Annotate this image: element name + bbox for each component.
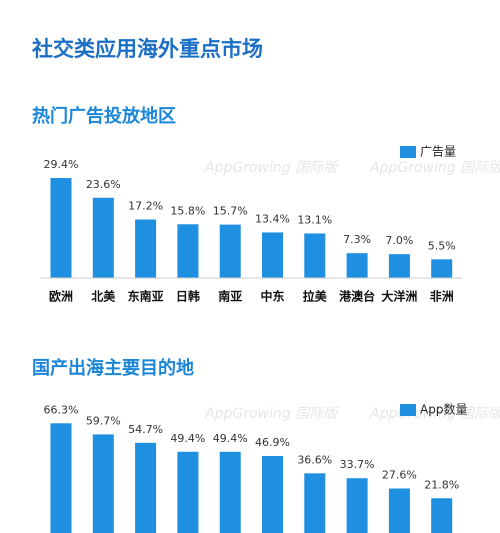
bar <box>219 224 241 278</box>
x-tick-label: 东南亚 <box>128 289 164 304</box>
value-label: 36.6% <box>297 453 332 466</box>
x-tick-label: 日韩 <box>176 289 200 304</box>
x-tick-label: 港澳台 <box>339 289 375 304</box>
bar <box>92 197 114 278</box>
bar <box>50 178 72 278</box>
legend-label: App数量 <box>420 402 467 417</box>
legend-label: 广告量 <box>420 145 456 159</box>
x-tick-label: 中东 <box>260 289 284 304</box>
bar <box>431 259 453 278</box>
value-label: 59.7% <box>86 414 121 427</box>
value-label: 15.8% <box>170 204 205 217</box>
bar <box>262 455 283 533</box>
bar <box>177 224 199 278</box>
chart-title: 热门广告投放地区 <box>32 105 176 127</box>
watermark: AppGrowing 国际版 <box>204 406 339 422</box>
value-label: 7.0% <box>385 234 413 247</box>
x-tick-label: 大洋洲 <box>381 289 417 304</box>
bar <box>304 233 326 278</box>
bar <box>262 232 283 278</box>
value-label: 46.9% <box>255 436 290 449</box>
value-label: 66.3% <box>44 403 79 416</box>
value-label: 5.5% <box>428 239 456 252</box>
bar <box>135 219 157 278</box>
value-label: 23.6% <box>86 178 121 191</box>
bar <box>388 254 410 278</box>
bar <box>304 473 326 533</box>
bar <box>92 434 114 533</box>
x-tick-label: 南亚 <box>218 289 242 304</box>
bar <box>177 451 199 533</box>
x-tick-label: 拉美 <box>303 289 328 304</box>
x-tick-label: 欧洲 <box>49 289 73 304</box>
chart-title: 国产出海主要目的地 <box>32 357 194 379</box>
value-label: 21.8% <box>424 478 459 491</box>
x-tick-label: 非洲 <box>430 289 454 304</box>
bar <box>219 451 241 533</box>
value-label: 15.7% <box>213 205 248 218</box>
value-label: 54.7% <box>128 423 163 436</box>
page-title: 社交类应用海外重点市场 <box>31 37 263 61</box>
value-label: 17.2% <box>128 200 163 213</box>
value-label: 27.6% <box>382 468 417 481</box>
value-label: 33.7% <box>340 458 375 471</box>
bar <box>135 442 157 533</box>
bar <box>431 498 453 533</box>
legend-swatch <box>400 404 416 416</box>
bar <box>346 478 368 533</box>
watermark: AppGrowing 国际版 <box>369 160 500 176</box>
value-label: 49.4% <box>170 432 205 445</box>
bar <box>50 423 72 533</box>
value-label: 13.1% <box>297 213 332 226</box>
value-label: 49.4% <box>213 432 248 445</box>
x-tick-label: 北美 <box>91 289 116 304</box>
value-label: 13.4% <box>255 212 290 225</box>
bar <box>346 253 368 278</box>
bar <box>388 488 410 533</box>
legend-swatch <box>400 146 416 158</box>
value-label: 7.3% <box>343 233 371 246</box>
value-label: 29.4% <box>44 158 79 171</box>
watermark: AppGrowing 国际版 <box>204 160 339 176</box>
